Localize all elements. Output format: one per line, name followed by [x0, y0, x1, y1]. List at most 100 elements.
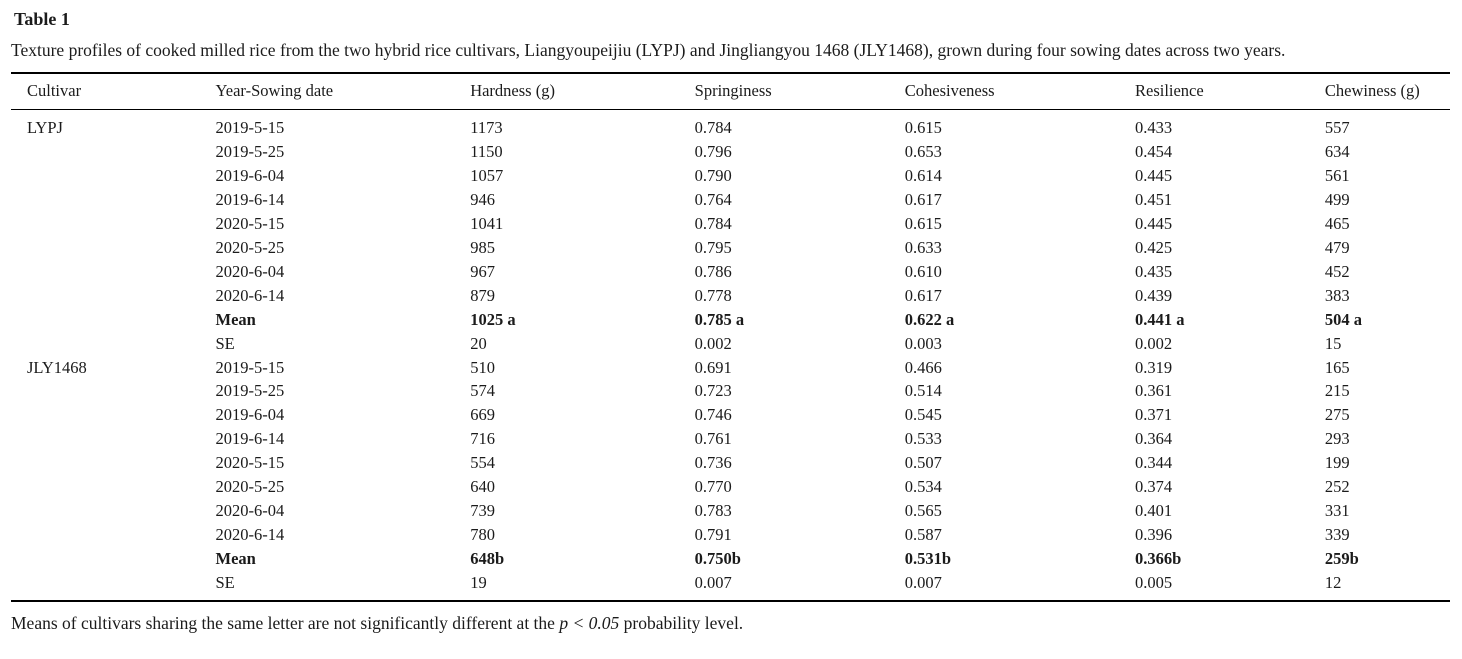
cell-resilience: 0.005	[1134, 573, 1173, 593]
cell-hardness: 19	[470, 573, 487, 593]
table-row: JLY1468 2019-5-15 510 0.691 0.466 0.319 165	[11, 356, 1450, 380]
cell-springiness: 0.764	[694, 189, 732, 209]
cell-cultivar	[11, 523, 200, 547]
cell-year-sowing-date: 2019-5-25	[215, 141, 285, 161]
cell-hardness: 1150	[470, 141, 503, 161]
cell-chewiness: 634	[1324, 141, 1350, 161]
cell-year-sowing-date: 2020-5-15	[215, 213, 285, 233]
cell-year-sowing-date: SE	[215, 573, 235, 593]
cell-chewiness: 499	[1324, 189, 1350, 209]
cell-year-sowing-date: Mean	[215, 309, 256, 329]
cell-hardness: 640	[470, 477, 495, 497]
cell-resilience: 0.451	[1134, 189, 1173, 209]
table-title: Table 1	[14, 9, 70, 29]
cell-cultivar	[11, 332, 200, 356]
cell-hardness: 648b	[470, 549, 505, 569]
table-header-row: Cultivar Year-Sowing date Hardness (g) S…	[11, 73, 1450, 110]
cell-cultivar	[11, 547, 200, 571]
cell-chewiness: 557	[1324, 118, 1350, 137]
cell-resilience: 0.439	[1134, 285, 1173, 305]
cell-hardness: 716	[470, 429, 495, 449]
table-row: 2020-5-25 640 0.770 0.534 0.374 252	[11, 475, 1450, 499]
cell-chewiness: 12	[1324, 573, 1342, 593]
cell-springiness: 0.778	[694, 285, 732, 305]
cell-cultivar: LYPJ	[27, 118, 63, 137]
cell-springiness: 0.002	[694, 333, 732, 353]
cell-cohesiveness: 0.617	[904, 285, 942, 305]
cell-springiness: 0.786	[694, 261, 732, 281]
cell-resilience: 0.366b	[1134, 549, 1182, 569]
cell-chewiness: 465	[1324, 213, 1350, 233]
cell-springiness: 0.723	[694, 381, 732, 401]
cell-cohesiveness: 0.531b	[904, 549, 952, 569]
cell-chewiness: 331	[1324, 501, 1350, 521]
table-row: 2019-6-14 716 0.761 0.533 0.364 293	[11, 427, 1450, 451]
cell-springiness: 0.784	[694, 213, 732, 233]
cell-hardness: 669	[470, 405, 495, 425]
cell-cultivar	[11, 427, 200, 451]
cell-springiness: 0.796	[694, 141, 732, 161]
cell-cohesiveness: 0.653	[904, 141, 942, 161]
table-row: 2020-6-14 780 0.791 0.587 0.396 339	[11, 523, 1450, 547]
cell-resilience: 0.441 a	[1134, 309, 1185, 329]
cell-springiness: 0.761	[694, 429, 732, 449]
table-row: 2019-5-25 574 0.723 0.514 0.361 215	[11, 379, 1450, 403]
cell-year-sowing-date: 2020-6-14	[215, 525, 285, 545]
cell-resilience: 0.002	[1134, 333, 1173, 353]
table-row: 2020-6-04 967 0.786 0.610 0.435 452	[11, 260, 1450, 284]
table-body: LYPJ 2019-5-15 1173 0.784 0.615 0.433 557 2019-…	[11, 110, 1450, 602]
cell-springiness: 0.785 a	[694, 309, 745, 329]
column-header-year-sowing-date: Year-Sowing date	[199, 73, 455, 110]
cell-chewiness: 561	[1324, 165, 1350, 185]
cell-year-sowing-date: 2020-5-25	[215, 477, 285, 497]
cell-cohesiveness: 0.615	[904, 118, 942, 137]
cell-cultivar	[11, 308, 200, 332]
table-caption: Texture profiles of cooked milled rice f…	[11, 40, 1286, 60]
table-header: Cultivar Year-Sowing date Hardness (g) S…	[11, 73, 1450, 110]
table-row: 2020-6-14 879 0.778 0.617 0.439 383	[11, 284, 1450, 308]
table-row: 2019-6-04 669 0.746 0.545 0.371 275	[11, 403, 1450, 427]
cell-cultivar	[11, 188, 200, 212]
cell-chewiness: 275	[1324, 405, 1350, 425]
cell-resilience: 0.344	[1134, 453, 1173, 473]
cell-cultivar	[11, 140, 200, 164]
cell-cultivar	[11, 379, 200, 403]
column-header-springiness: Springiness	[678, 73, 889, 110]
cell-hardness: 879	[470, 285, 495, 305]
cell-year-sowing-date: 2019-6-14	[215, 429, 285, 449]
cell-cohesiveness: 0.466	[904, 357, 942, 377]
cell-cultivar	[11, 284, 200, 308]
table-row: 2020-6-04 739 0.783 0.565 0.401 331	[11, 499, 1450, 523]
cell-resilience: 0.454	[1134, 141, 1173, 161]
cell-year-sowing-date: 2019-6-04	[215, 405, 285, 425]
cell-resilience: 0.425	[1134, 237, 1173, 257]
cell-year-sowing-date: 2019-5-15	[215, 118, 285, 137]
cell-year-sowing-date: 2020-6-14	[215, 285, 285, 305]
cell-hardness: 739	[470, 501, 495, 521]
cell-cultivar	[11, 499, 200, 523]
cell-chewiness: 259b	[1324, 549, 1359, 569]
cell-year-sowing-date: 2019-6-14	[215, 189, 285, 209]
column-header-resilience: Resilience	[1118, 73, 1309, 110]
cell-chewiness: 293	[1324, 429, 1350, 449]
cell-hardness: 780	[470, 525, 495, 545]
cell-cultivar	[11, 236, 200, 260]
cell-year-sowing-date: 2020-5-15	[215, 453, 285, 473]
column-header-cultivar: Cultivar	[11, 73, 200, 110]
cell-cohesiveness: 0.534	[904, 477, 942, 497]
cell-chewiness: 504 a	[1324, 309, 1363, 329]
cell-hardness: 554	[470, 453, 495, 473]
table-row: 2019-6-04 1057 0.790 0.614 0.445 561	[11, 164, 1450, 188]
cell-resilience: 0.319	[1134, 357, 1173, 377]
cell-cohesiveness: 0.622 a	[904, 309, 955, 329]
table-row: SE 20 0.002 0.003 0.002 15	[11, 332, 1450, 356]
table-row: Mean 1025 a 0.785 a 0.622 a 0.441 a 504 a	[11, 308, 1450, 332]
cell-hardness: 1173	[470, 118, 503, 137]
cell-year-sowing-date: 2019-5-25	[215, 381, 285, 401]
cell-resilience: 0.396	[1134, 525, 1173, 545]
cell-year-sowing-date: 2020-6-04	[215, 261, 285, 281]
cell-cohesiveness: 0.614	[904, 165, 942, 185]
cell-year-sowing-date: 2019-5-15	[215, 357, 285, 377]
cell-cohesiveness: 0.003	[904, 333, 942, 353]
table-row: SE 19 0.007 0.007 0.005 12	[11, 571, 1450, 601]
